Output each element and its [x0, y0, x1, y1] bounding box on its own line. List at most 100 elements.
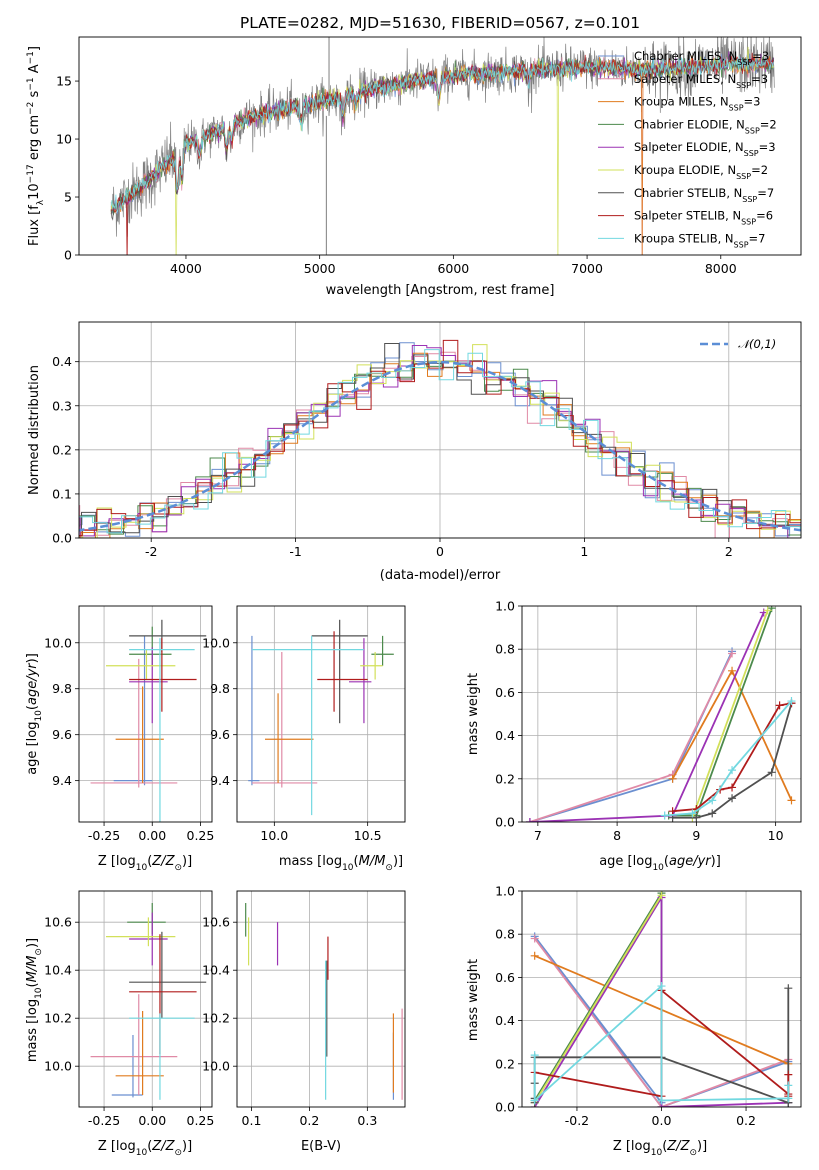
label-part: A — [27, 64, 42, 77]
x-tick-label: 7 — [534, 828, 542, 843]
y-tick-label: 10.6 — [44, 915, 72, 930]
legend-entry: Kroupa STELIB, NSSP=7 — [634, 231, 765, 249]
label-part: 10 — [34, 987, 44, 999]
label-part: age [log — [25, 722, 40, 775]
x-tick-label: 0.25 — [187, 1113, 215, 1128]
mass-weight-marker — [657, 1096, 666, 1105]
label-part: M/M — [25, 956, 40, 983]
legend-tail: =7 — [749, 231, 766, 245]
legend-entry: Chabrier ELODIE, NSSP=2 — [634, 117, 777, 135]
legend-label: Kroupa STELIB, N — [634, 231, 734, 245]
x-tick-label: 0 — [436, 544, 444, 559]
residual-histogram-axes: -2 -1 0 1 2 0.0 0.1 0.2 0.3 0.4 — [52, 321, 802, 559]
legend-tail: =3 — [744, 95, 761, 109]
legend-label: Chabrier STELIB, N — [634, 186, 742, 200]
y-tick-label: 10.0 — [44, 635, 72, 650]
x-axis-label: wavelength [Angstrom, rest frame] — [326, 283, 555, 298]
legend-tail: =2 — [751, 163, 768, 177]
mass-weight-marker — [530, 1096, 539, 1105]
x-tick-label: 5000 — [304, 261, 336, 276]
mass-weight-vs-age-frame — [521, 605, 802, 823]
label-part: ⊙ — [174, 1148, 182, 1158]
histogram-series — [79, 352, 801, 538]
label-part: 10 — [34, 710, 44, 722]
y-tick-label: 0.2 — [495, 1056, 515, 1071]
label-part: ( — [25, 705, 40, 710]
mass-weight-marker — [530, 934, 539, 943]
label-part: age/yr — [669, 854, 712, 869]
legend-label: Chabrier MILES, N — [634, 49, 737, 63]
legend-label: Kroupa MILES, N — [634, 95, 729, 109]
mass-weight-vs-Z-frame — [521, 890, 802, 1108]
y-tick-label: 10.4 — [202, 963, 230, 978]
legend-sub: SSP — [742, 194, 757, 203]
y-tick-label: 0.0 — [52, 531, 72, 546]
legend-entry: Kroupa MILES, NSSP=3 — [634, 95, 760, 113]
label-part: ( — [147, 1139, 152, 1154]
label-part: −1 — [26, 77, 36, 90]
y-tick-label: 9.4 — [52, 773, 72, 788]
label-part: Z/Z — [666, 1139, 690, 1154]
y-tick-label: 0.0 — [495, 815, 515, 830]
mass-weight-marker — [787, 697, 796, 706]
label-part: ⊙ — [689, 1148, 697, 1158]
legend-sub: SSP — [736, 80, 751, 89]
mass-weight-marker — [767, 768, 776, 777]
label-part: erg cm — [27, 115, 42, 164]
mass-weight-marker — [668, 774, 677, 783]
mass-weight-line — [529, 651, 733, 822]
x-axis-label: Z [log10(Z/Z⊙)] — [98, 854, 192, 873]
x-tick-label: 2 — [725, 544, 733, 559]
y-tick-label: 0.4 — [52, 354, 72, 369]
x-tick-label: 10.0 — [260, 828, 288, 843]
mass-weight-marker — [657, 891, 666, 900]
label-part: Z/Z — [151, 854, 175, 869]
mass-vs-Z-axes: -0.25 0.00 0.25 10.0 10.2 10.4 10.6 — [44, 890, 215, 1128]
y-tick-label: 0 — [64, 248, 72, 263]
y-tick-label: 1.0 — [495, 884, 515, 899]
histogram-series — [79, 343, 801, 534]
histogram-series — [79, 345, 801, 538]
mass-weight-marker — [530, 1051, 539, 1060]
x-tick-label: 9 — [692, 828, 700, 843]
legend-label: Chabrier ELODIE, N — [634, 117, 745, 131]
mass-weight-marker — [728, 666, 737, 675]
mass-weight-marker — [728, 794, 737, 803]
y-tick-label: 0.0 — [495, 1100, 515, 1115]
y-tick-label: 10.0 — [202, 1059, 230, 1074]
label-part: −2 — [26, 102, 36, 115]
residual-histogram-plot-area — [79, 322, 801, 538]
mass-weight-marker — [525, 818, 534, 822]
x-axis-label: (data-model)/error — [380, 568, 501, 583]
mass-weight-line — [691, 609, 769, 819]
label-part: ( — [25, 982, 40, 987]
y-tick-label: 0.4 — [495, 1013, 515, 1028]
x-tick-label: 8 — [613, 828, 621, 843]
legend-label: Salpeter ELODIE, N — [634, 140, 744, 154]
y-tick-label: 5 — [64, 190, 72, 205]
legend-tail: =3 — [752, 49, 769, 63]
mass-weight-marker — [708, 809, 717, 818]
residual-histogram-frame — [78, 321, 802, 539]
mass-weight-vs-age-axes: 7 8 9 10 0.0 0.2 0.4 0.6 0.8 1.0 — [495, 599, 802, 843]
legend-tail: =2 — [760, 117, 777, 131]
mass-weight-marker — [763, 606, 772, 615]
mass-weight-line — [529, 653, 733, 822]
legend-entry: Chabrier MILES, NSSP=3 — [634, 49, 769, 67]
y-tick-label: 0.6 — [495, 970, 515, 985]
x-tick-label: -0.2 — [565, 1113, 589, 1128]
legend-entry: Salpeter ELODIE, NSSP=3 — [634, 140, 776, 158]
x-tick-label: 8000 — [705, 261, 737, 276]
legend-label: Kroupa ELODIE, N — [634, 163, 736, 177]
age-vs-Z-plot-area — [79, 606, 212, 822]
y-tick-label: 0.6 — [495, 685, 515, 700]
y-axis-label: mass [log10(M/M⊙)] — [25, 938, 44, 1062]
label-part: )] — [25, 938, 40, 948]
label-part: 10 — [136, 1148, 148, 1158]
x-tick-label: -1 — [289, 544, 301, 559]
y-tick-label: 10.0 — [202, 635, 230, 650]
y-tick-label: 10.6 — [202, 915, 230, 930]
label-part: 10 — [136, 863, 148, 873]
x-tick-label: -0.25 — [88, 828, 120, 843]
